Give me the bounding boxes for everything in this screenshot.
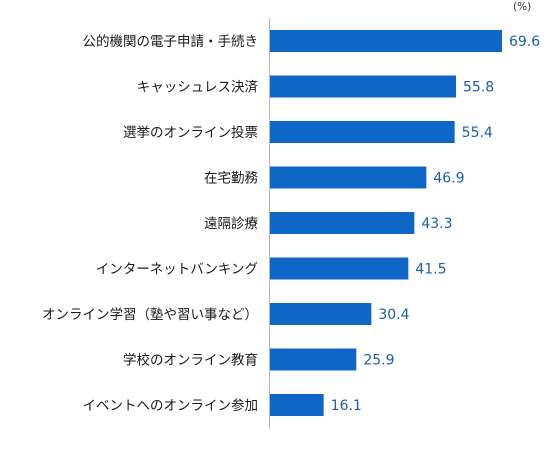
bar [270,75,456,98]
unit-label: (%) [513,1,531,13]
category-label: 遠隔診療 [204,215,258,232]
value-label: 25.9 [363,353,394,369]
value-label: 30.4 [378,307,409,323]
bar [270,30,502,52]
value-label: 43.3 [421,216,452,232]
category-label: インターネットバンキング [96,262,258,278]
category-label: キャッシュレス決済 [137,80,259,96]
value-label: 16.1 [331,398,362,414]
category-label: オンライン学習（塾や習い事など） [42,307,258,323]
bar [270,257,409,280]
category-label: イベントへのオンライン参加 [83,397,259,414]
bar [270,121,455,143]
bar [270,303,372,325]
value-label: 55.4 [462,125,493,141]
bar [270,166,427,189]
category-label: 在宅勤務 [204,171,258,187]
bar [270,348,357,371]
value-label: 41.5 [415,262,446,278]
category-label: 学校のオンライン教育 [123,352,258,369]
value-label: 69.6 [509,34,540,50]
bar [270,212,415,234]
bars-group: 公的機関の電子申請・手続き 69.6 キャッシュレス決済 55.8 選挙のオンライン投票… [42,30,540,416]
category-label: 選挙のオンライン投票 [123,125,258,141]
value-label: 55.8 [463,80,494,96]
category-label: 公的機関の電子申請・手続き [83,34,259,50]
bar [270,394,324,416]
value-label: 46.9 [433,171,464,187]
